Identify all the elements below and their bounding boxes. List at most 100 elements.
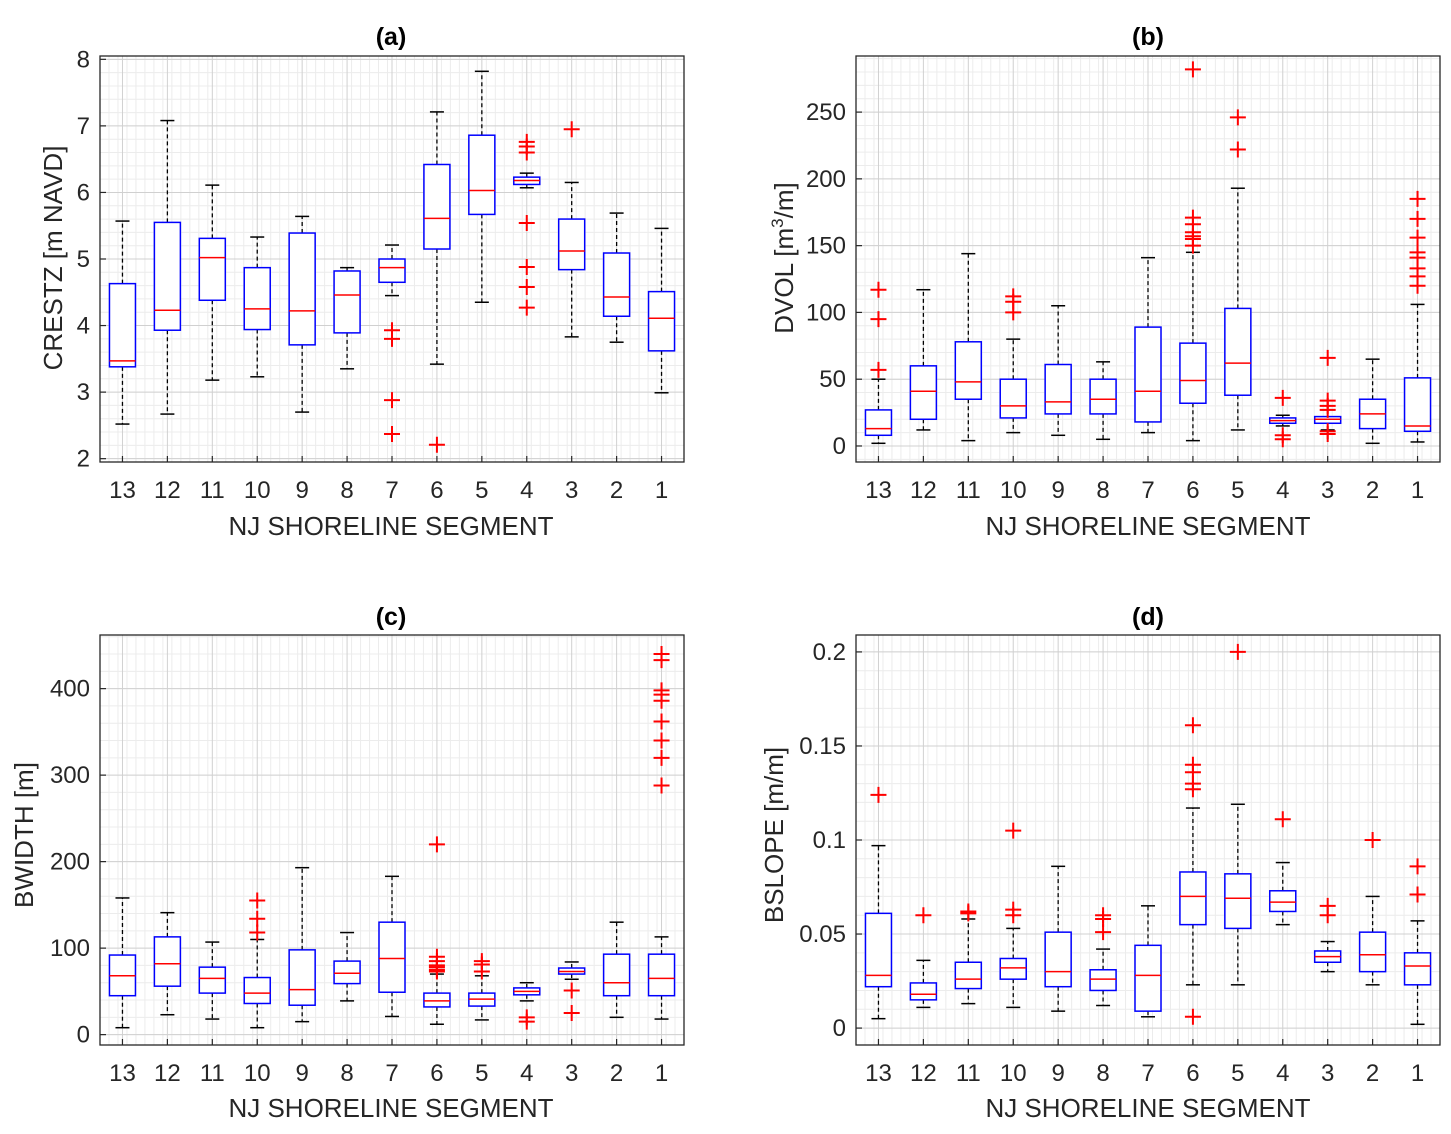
outlier-marker xyxy=(518,299,535,316)
x-tick-label: 9 xyxy=(1051,477,1064,504)
y-tick-label: 50 xyxy=(819,366,846,393)
outlier-marker xyxy=(249,910,266,927)
box-segment-2 xyxy=(1358,358,1387,445)
iqr-box xyxy=(999,378,1027,419)
outlier-marker xyxy=(870,786,887,803)
y-tick-label: 300 xyxy=(50,762,90,789)
y-tick-label: 3 xyxy=(77,379,90,406)
x-tick-label: 9 xyxy=(295,477,308,504)
iqr-box xyxy=(1269,890,1297,913)
x-tick-label: 10 xyxy=(1000,1060,1027,1087)
y-tick-label: 5 xyxy=(77,246,90,273)
x-tick-label: 13 xyxy=(109,477,136,504)
outlier-marker xyxy=(1184,61,1201,78)
iqr-box xyxy=(557,218,586,271)
plot-area: 0 0.05 0.1 0.15 0.2 13 12 11 10 9 8 7 6 5 4 3 2 1 xyxy=(799,634,1441,1087)
iqr-box xyxy=(198,237,227,302)
x-tick-label: 4 xyxy=(520,1060,533,1087)
x-tick-label: 10 xyxy=(1000,477,1027,504)
box-segment-7 xyxy=(1134,256,1162,434)
iqr-box xyxy=(1224,873,1252,930)
y-tick-label: 0 xyxy=(833,433,846,460)
x-axis-label: NJ SHORELINE SEGMENT xyxy=(985,1093,1310,1123)
y-tick-label: 7 xyxy=(77,113,90,140)
outlier-marker xyxy=(870,311,887,328)
box-segment-6 xyxy=(423,111,451,453)
box-segment-6 xyxy=(1179,61,1207,442)
box-segment-10 xyxy=(243,892,271,1029)
box-segment-11 xyxy=(198,941,227,1020)
iqr-box xyxy=(1134,326,1162,423)
outlier-marker xyxy=(518,278,535,295)
panel-title: (d) xyxy=(1132,603,1164,631)
box-segment-6 xyxy=(1179,717,1207,1025)
panel-b: (b) 0 50 100 150 200 250 13 12 11 10 9 8 7 6 5 4 3 2 1 DVO… xyxy=(768,23,1441,541)
box-segment-5 xyxy=(1224,109,1252,431)
outlier-marker xyxy=(1005,907,1022,924)
panel-title: (c) xyxy=(376,603,407,631)
x-tick-label: 7 xyxy=(1141,1060,1154,1087)
y-tick-label: 0.05 xyxy=(799,921,846,948)
iqr-box xyxy=(647,953,676,997)
y-tick-label: 2 xyxy=(77,446,90,473)
x-tick-label: 8 xyxy=(340,477,353,504)
iqr-box xyxy=(468,134,496,216)
x-tick-label: 8 xyxy=(340,1060,353,1087)
iqr-box xyxy=(1134,944,1162,1012)
box-segment-5 xyxy=(468,70,496,304)
outlier-marker xyxy=(1184,717,1201,734)
iqr-box xyxy=(378,258,406,284)
x-tick-label: 13 xyxy=(109,1060,136,1087)
x-tick-label: 4 xyxy=(1276,1060,1289,1087)
outlier-marker xyxy=(1274,811,1291,828)
y-tick-label: 100 xyxy=(806,299,846,326)
outlier-marker xyxy=(1184,781,1201,798)
x-tick-label: 7 xyxy=(385,1060,398,1087)
x-tick-label: 3 xyxy=(1321,1060,1334,1087)
outlier-marker xyxy=(1274,431,1291,448)
y-axis-label-base: DVOL [m xyxy=(769,228,799,334)
box-segment-7 xyxy=(1134,905,1162,1018)
box-segment-1 xyxy=(647,646,676,1020)
grid xyxy=(99,635,685,1045)
iqr-box xyxy=(602,252,631,317)
outlier-marker xyxy=(249,924,266,941)
outlier-marker xyxy=(653,713,670,730)
iqr-box xyxy=(1358,931,1387,973)
x-tick-label: 13 xyxy=(865,477,892,504)
y-axis-label-tail: /m] xyxy=(769,182,799,218)
outlier-marker xyxy=(1409,229,1426,246)
outlier-marker xyxy=(653,749,670,766)
outlier-marker xyxy=(563,982,580,999)
outlier-marker xyxy=(960,905,977,922)
iqr-box xyxy=(954,341,983,400)
iqr-box xyxy=(1224,307,1252,396)
iqr-box xyxy=(423,163,451,250)
box-segment-9 xyxy=(1044,865,1072,1012)
panel-title: (a) xyxy=(376,23,407,51)
box-segment-13 xyxy=(108,220,137,425)
box-segment-10 xyxy=(999,288,1027,434)
iqr-box xyxy=(153,221,182,331)
y-axis-label: BSLOPE [m/m] xyxy=(759,747,789,923)
outlier-marker xyxy=(1319,349,1336,366)
x-tick-label: 11 xyxy=(956,1060,981,1087)
outlier-marker xyxy=(1319,401,1336,418)
outlier-marker xyxy=(428,436,445,453)
x-axis-label: NJ SHORELINE SEGMENT xyxy=(228,511,553,541)
x-tick-label: 5 xyxy=(1231,477,1244,504)
iqr-box xyxy=(1403,952,1432,986)
x-tick-label: 10 xyxy=(244,1060,271,1087)
outlier-marker xyxy=(1409,210,1426,227)
y-tick-label: 250 xyxy=(806,99,846,126)
outlier-marker xyxy=(384,426,400,443)
outlier-marker xyxy=(384,392,400,409)
outlier-marker xyxy=(518,258,535,275)
x-tick-label: 3 xyxy=(565,477,578,504)
iqr-box xyxy=(378,921,406,993)
y-tick-label: 6 xyxy=(77,179,90,206)
iqr-box xyxy=(1179,871,1207,926)
iqr-box xyxy=(288,949,316,1006)
x-tick-label: 12 xyxy=(154,477,181,504)
